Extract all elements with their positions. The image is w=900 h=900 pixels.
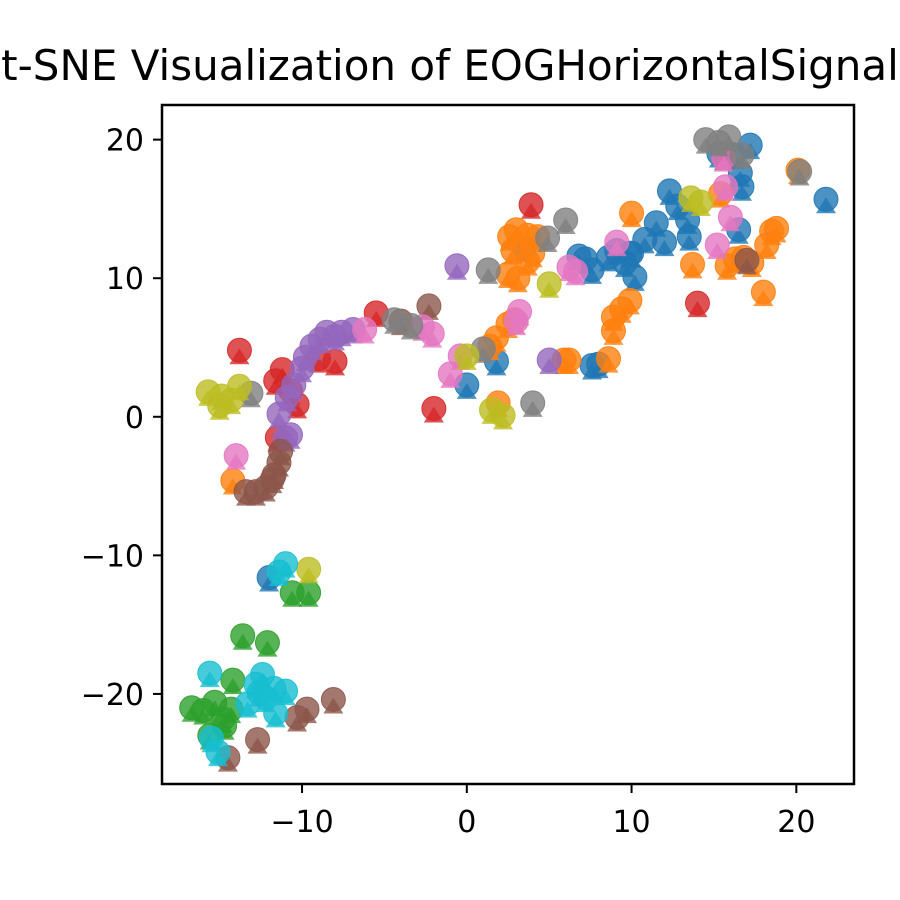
data-point xyxy=(266,401,292,429)
data-point xyxy=(535,225,561,253)
data-point xyxy=(419,321,445,348)
data-point xyxy=(421,395,447,423)
y-tick-label: −10 xyxy=(81,539,144,574)
y-tick-label: 10 xyxy=(106,262,144,297)
data-point xyxy=(235,691,261,718)
data-point xyxy=(787,159,813,186)
data-point xyxy=(619,200,645,228)
y-axis: −20 −10 0 10 20 xyxy=(81,124,162,713)
data-point xyxy=(296,580,322,607)
data-point xyxy=(226,373,252,401)
scatter-marks xyxy=(179,124,839,772)
data-point xyxy=(490,402,516,430)
data-point xyxy=(676,224,702,251)
data-point xyxy=(563,258,589,286)
data-point xyxy=(444,253,470,280)
data-point xyxy=(688,189,714,216)
data-point xyxy=(680,251,706,279)
data-point xyxy=(764,215,790,243)
data-point xyxy=(259,466,285,494)
data-point xyxy=(296,556,322,584)
data-point xyxy=(223,443,249,470)
data-point xyxy=(268,438,294,466)
data-point xyxy=(600,318,626,345)
x-axis: −10 0 10 20 xyxy=(270,784,815,840)
chart-title: t-SNE Visualization of EOGHorizontalSign… xyxy=(1,41,899,90)
data-point xyxy=(652,229,678,257)
data-point xyxy=(226,337,252,365)
data-point xyxy=(205,739,231,767)
y-tick-label: 0 xyxy=(125,401,144,436)
data-point xyxy=(273,678,299,706)
data-point xyxy=(197,660,223,688)
data-point xyxy=(813,186,839,214)
data-point xyxy=(207,393,233,420)
data-point xyxy=(536,347,562,374)
data-point xyxy=(536,271,562,298)
data-point xyxy=(750,279,776,307)
plot-frame xyxy=(160,103,856,786)
y-tick-label: −20 xyxy=(81,678,144,713)
data-point xyxy=(729,142,755,169)
x-tick-label: 10 xyxy=(612,805,650,840)
data-point xyxy=(515,249,541,276)
data-point xyxy=(717,204,743,232)
data-point xyxy=(503,308,529,336)
data-point xyxy=(254,630,280,657)
data-point xyxy=(520,390,546,417)
data-point xyxy=(604,229,630,257)
data-point xyxy=(381,307,407,334)
data-point xyxy=(617,287,643,315)
data-point xyxy=(294,696,320,724)
x-tick-label: −10 xyxy=(270,805,333,840)
data-point xyxy=(233,479,259,506)
data-point xyxy=(706,129,732,157)
data-point xyxy=(475,257,501,284)
x-tick-label: 20 xyxy=(777,805,815,840)
data-point xyxy=(712,174,738,201)
data-point xyxy=(245,727,271,754)
data-point xyxy=(352,316,378,344)
data-point xyxy=(622,264,648,291)
data-point xyxy=(553,207,579,235)
y-tick-label: 20 xyxy=(106,124,144,159)
data-point xyxy=(684,290,710,318)
data-point xyxy=(734,247,760,275)
data-point xyxy=(454,343,480,370)
data-point xyxy=(220,667,246,695)
data-point xyxy=(230,623,256,650)
data-point xyxy=(263,700,289,728)
data-point xyxy=(518,192,544,219)
data-point xyxy=(266,559,292,586)
data-point xyxy=(596,346,622,373)
data-point xyxy=(320,686,346,714)
data-point xyxy=(704,232,730,259)
x-tick-label: 0 xyxy=(457,805,476,840)
data-point xyxy=(250,662,276,689)
